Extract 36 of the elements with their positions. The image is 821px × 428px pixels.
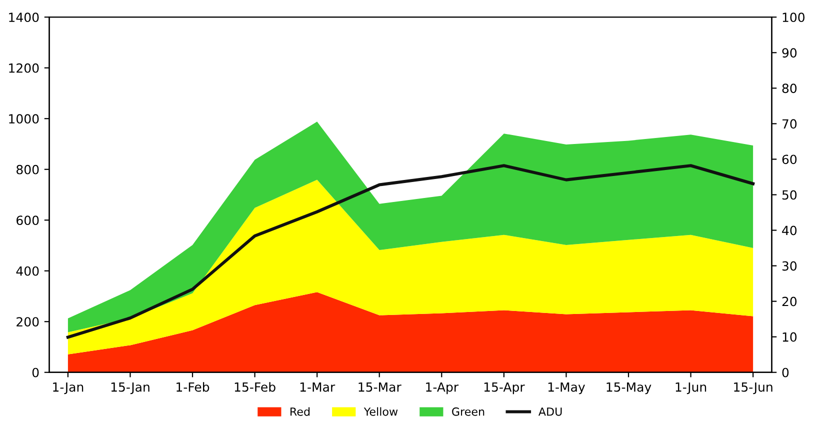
y2-tick-label: 100 (782, 12, 804, 22)
legend-label: ADU (538, 408, 562, 416)
line-series (66, 164, 755, 339)
y2-tick-label: 0 (782, 368, 789, 378)
y-tick-label: 600 (16, 216, 39, 226)
y2-tick-label: 70 (782, 119, 797, 129)
y2-tick-label: 60 (782, 154, 797, 164)
y2-tick-label: 40 (782, 226, 797, 236)
y2-tick-label: 80 (782, 84, 797, 94)
legend-label: Yellow (364, 407, 398, 416)
y2-tick-label: 20 (782, 296, 797, 306)
y2-tick-label: 50 (782, 190, 797, 200)
x-tick-label: 15-Mar (358, 382, 402, 392)
y-tick-label: 0 (32, 368, 39, 378)
y-tick-label: 1200 (9, 63, 39, 73)
legend-label: Green (452, 407, 484, 416)
x-tick-label: 1-May (548, 382, 585, 394)
x-tick-label: 15-May (606, 382, 652, 394)
x-tick-label: 1-Jan (53, 382, 84, 394)
y2-tick-label: 10 (782, 332, 797, 342)
x-tick-label: 1-Mar (300, 382, 336, 392)
x-tick-label: 15-Feb (234, 382, 276, 392)
x-tick-label: 1-Feb (176, 382, 210, 392)
y-tick-label: 1400 (9, 12, 39, 22)
x-tick-label: 15-Jun (734, 382, 772, 394)
y2-tick-label: 90 (782, 48, 797, 58)
x-tick-label: 1-Apr (426, 382, 459, 394)
y-tick-label: 800 (16, 164, 39, 174)
y-tick-label: 400 (16, 266, 39, 276)
x-tick-label: 1-Jun (676, 382, 706, 394)
y-tick-label: 1000 (9, 114, 39, 124)
x-tick-label: 15-Jan (111, 382, 150, 394)
legend-label: Red (290, 407, 310, 416)
x-tick-label: 15-Apr (484, 382, 525, 394)
y-tick-label: 200 (16, 317, 39, 327)
y2-tick-label: 30 (782, 261, 797, 271)
